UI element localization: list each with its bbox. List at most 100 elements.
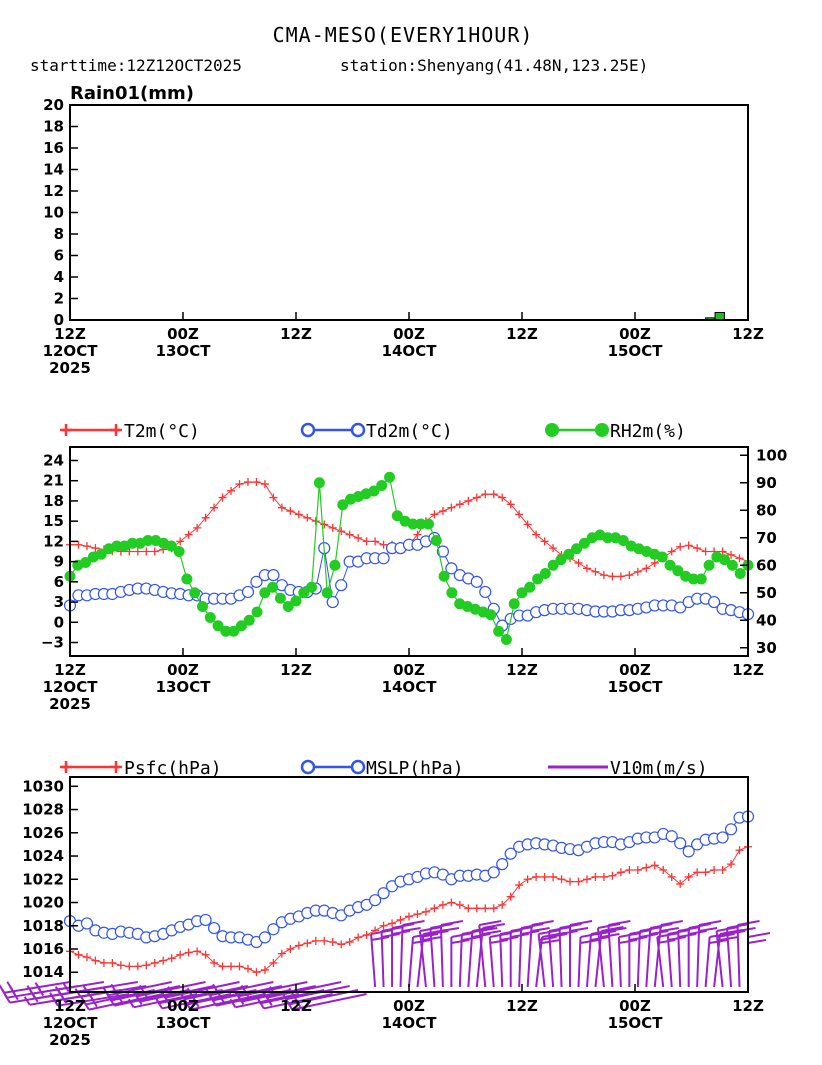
chart-subtitle-start: starttime:12Z12OCT2025: [30, 56, 242, 75]
rain-ytick-label: 6: [54, 247, 64, 265]
temp-left-ytick-label: 12: [43, 532, 64, 550]
pres-xtick-label: 00Z: [393, 997, 425, 1015]
t2m-point: [718, 547, 727, 556]
psfc-point: [430, 904, 439, 913]
t2m-point: [430, 510, 439, 519]
t2m-point: [74, 540, 83, 549]
psfc-point: [693, 868, 702, 877]
psfc-point: [464, 904, 473, 913]
rain-ytick-label: 8: [54, 225, 64, 243]
pres-xtick-label: 12Z: [280, 997, 312, 1015]
temp-left-ytick-label: 24: [43, 451, 64, 469]
psfc-point: [413, 910, 422, 919]
t2m-point: [91, 544, 100, 553]
rh2m-point: [267, 581, 279, 593]
rain-xtick-label: 14OCT: [382, 342, 438, 360]
psfc-point: [633, 865, 642, 874]
psfc-point: [345, 938, 354, 947]
pres-xtick-label: 00Z: [619, 997, 651, 1015]
rh2m-point: [196, 601, 208, 612]
legend-t2m-label: T2m(°C): [124, 421, 200, 442]
rh2m-point: [376, 480, 388, 491]
rh2m-point: [228, 625, 240, 637]
td2m-point: [377, 552, 390, 565]
psfc-point: [74, 950, 83, 959]
rain-xtick-label: 00Z: [167, 325, 199, 343]
psfc-point: [201, 950, 210, 959]
t2m-point: [625, 571, 634, 580]
t2m-point: [515, 510, 524, 519]
temp-xtick-label: 00Z: [393, 661, 425, 679]
psfc-point: [566, 877, 575, 886]
legend-v10m-label: V10m(m/s): [610, 758, 708, 779]
pres-ytick-label: 1020: [22, 894, 64, 912]
pres-ytick-label: 1014: [22, 963, 64, 981]
rh2m-point: [516, 587, 528, 599]
rh2m-point: [695, 573, 707, 585]
legend-rh2m-marker: [595, 423, 609, 437]
temp-left-ytick-label: 18: [43, 492, 64, 510]
pres-ytick-label: 1018: [22, 917, 64, 935]
t2m-point: [701, 547, 710, 556]
wind-barb: [478, 920, 502, 988]
t2m-point: [438, 507, 447, 516]
rh2m-point: [532, 573, 544, 585]
psfc-point: [599, 872, 608, 881]
rain-xtick-label: 12Z: [732, 325, 764, 343]
mslp-point: [199, 913, 212, 927]
temp-xtick-label: 12Z: [280, 661, 312, 679]
wind-barb: [159, 981, 240, 999]
t2m-point: [150, 547, 159, 556]
rh2m-point: [212, 620, 224, 632]
pres-xtick-label: 15OCT: [608, 1014, 664, 1032]
psfc-point: [455, 900, 464, 909]
rh2m-point: [703, 559, 715, 571]
mslp-point: [716, 831, 729, 844]
psfc-point: [506, 892, 515, 901]
rh2m-point: [95, 548, 107, 560]
temp-xtick-label: 15OCT: [608, 678, 664, 696]
pressure-panel: Psfc(hPa) MSLP(hPa) V10m(m/s) 1014 1016 1018…: [0, 758, 771, 1049]
t2m-point: [650, 558, 659, 567]
t2m-point: [82, 542, 91, 551]
pres-xtick-label: 12Z: [732, 997, 764, 1015]
psfc-point: [116, 961, 125, 970]
psfc-point: [184, 948, 193, 957]
t2m-point: [727, 550, 736, 559]
rh2m-point: [500, 634, 512, 645]
t2m-point: [693, 544, 702, 553]
temp-right-ytick-label: 80: [756, 501, 777, 519]
rh2m-point: [446, 587, 458, 599]
rh2m-point: [204, 612, 216, 623]
rh2m-point: [563, 548, 575, 560]
temp-xtick-label: 14OCT: [382, 678, 438, 696]
t2m-point: [235, 480, 244, 489]
t2m-point: [574, 558, 583, 567]
temp-right-ytick-label: 40: [756, 611, 777, 629]
td2m-point: [470, 575, 483, 588]
rain-xtick-label: 12Z: [54, 325, 86, 343]
rain-ytick-label: 0: [54, 311, 64, 329]
t2m-point: [642, 564, 651, 573]
psfc-point: [481, 904, 490, 913]
pres-xtick-label: 12Z: [54, 997, 86, 1015]
t2m-point: [201, 513, 210, 522]
t2m-point: [252, 478, 261, 487]
rh2m-point: [555, 554, 567, 566]
rain-ytick-label: 20: [43, 96, 64, 114]
wind-barb: [286, 993, 367, 1011]
psfc-point: [438, 900, 447, 909]
t2m-point: [523, 520, 532, 529]
pres-ytick-label: 1022: [22, 870, 64, 888]
td2m-point: [436, 545, 449, 558]
td2m-point: [267, 568, 280, 582]
psfc-point: [159, 956, 168, 965]
t2m-point: [633, 567, 642, 576]
pres-ytick-label: 1028: [22, 801, 64, 819]
wind-barb: [607, 920, 631, 988]
psfc-point: [582, 875, 591, 884]
legend-td2m-marker: [350, 422, 366, 438]
psfc-point: [371, 926, 380, 935]
rh2m-point: [165, 540, 177, 552]
